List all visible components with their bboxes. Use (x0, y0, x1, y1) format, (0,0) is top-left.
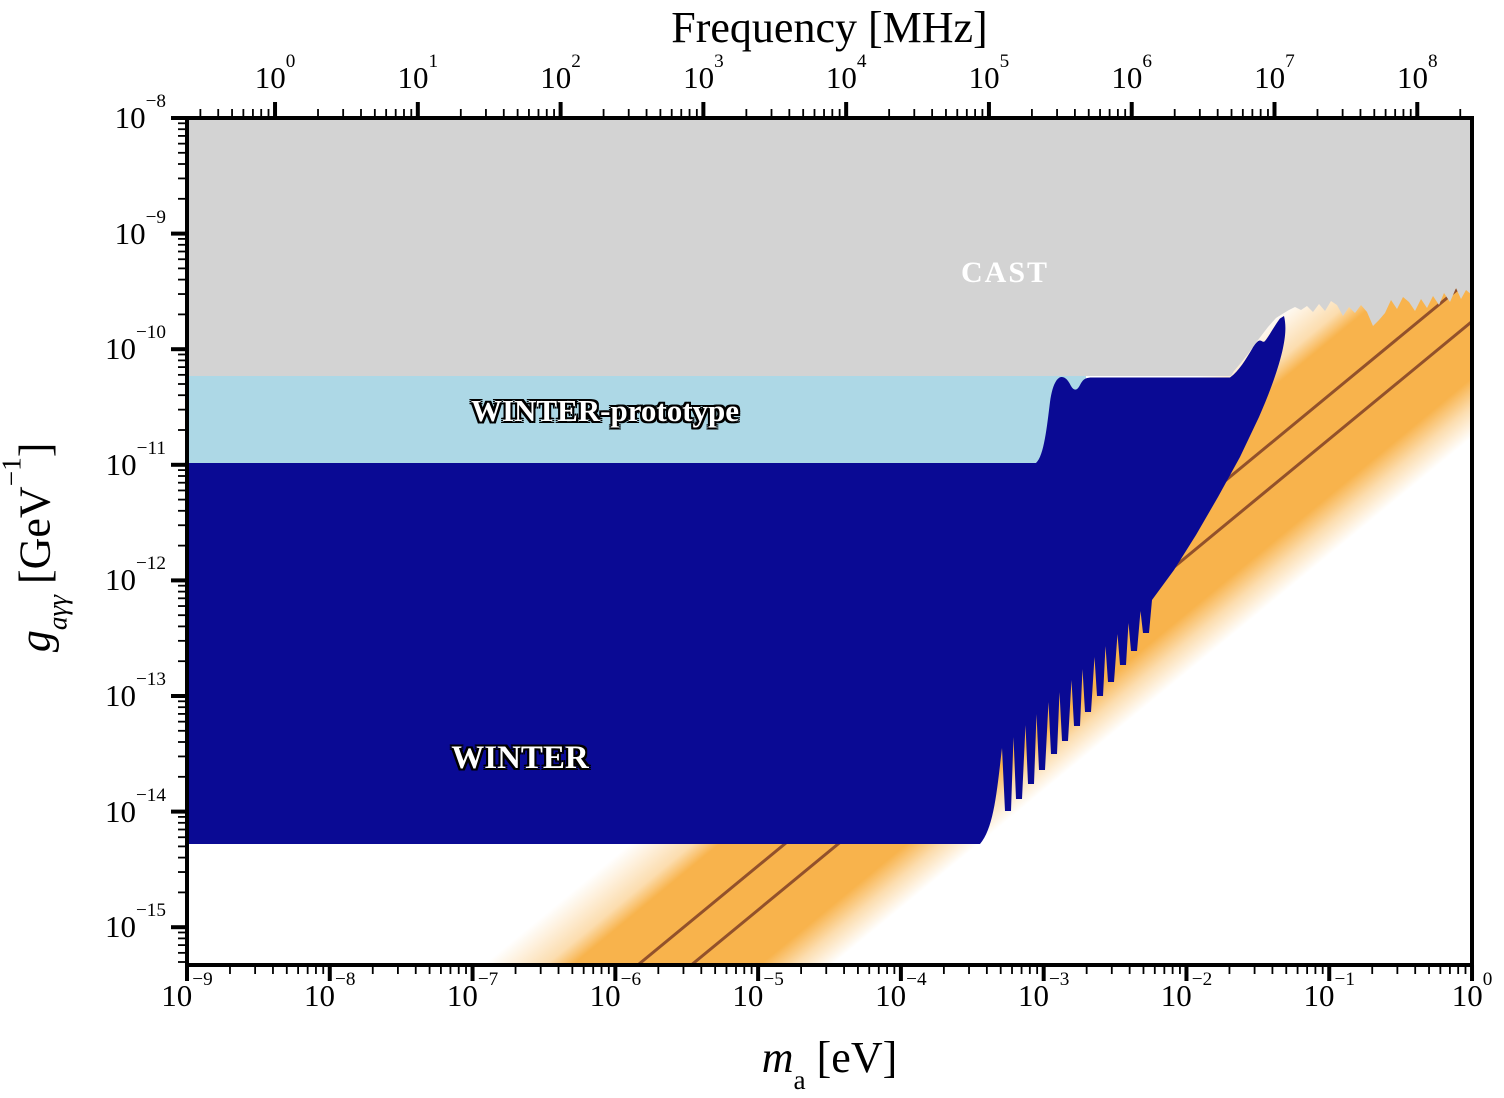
top-tick-label: 103 (683, 51, 724, 95)
x-tick-label: 10−6 (589, 969, 642, 1013)
top-tick-label: 102 (540, 51, 581, 95)
x-tick-label: 10−5 (732, 969, 784, 1013)
axis-ticks (171, 102, 1475, 981)
x-axis-symbol: m (761, 1033, 794, 1082)
x-tick-label: 10−9 (161, 969, 213, 1013)
cast-region-label: CAST (960, 256, 1050, 289)
y-tick-label: 10−14 (104, 784, 166, 829)
top-tick-label: 108 (1396, 51, 1438, 95)
x-tick-label: 100 (1451, 969, 1493, 1013)
x-tick-label: 10−3 (1017, 969, 1070, 1013)
y-tick-label: 10−10 (104, 322, 166, 367)
top-tick-label: 105 (968, 51, 1010, 95)
top-tick-label: 104 (825, 51, 867, 95)
top-tick-label: 100 (254, 51, 296, 95)
cast-region (188, 118, 1472, 376)
x-tick-label: 10−8 (304, 969, 356, 1013)
y-tick-label: 10−15 (104, 900, 166, 945)
y-tick-label: 10−11 (105, 437, 166, 482)
winter-prototype-region (188, 376, 1086, 463)
winter-prototype-region-label: WINTER-prototype (470, 393, 740, 428)
left-axis-title: gaγγ [GeV−1] (0, 442, 73, 653)
top-tick-label: 106 (1111, 51, 1153, 95)
x-tick-label: 10−2 (1160, 969, 1213, 1013)
winter-region (188, 316, 1286, 844)
y-tick-label: 10−8 (114, 91, 166, 135)
x-tick-label: 10−1 (1303, 969, 1355, 1013)
y-tick-label: 10−13 (104, 669, 166, 713)
top-axis-title: Frequency [MHz] (671, 3, 988, 52)
top-tick-label: 107 (1254, 51, 1295, 95)
bottom-axis-title: ma [eV] (761, 1033, 898, 1095)
y-tick-label: 10−9 (114, 206, 166, 251)
x-tick-label: 10−7 (446, 969, 499, 1013)
plot-frame (185, 116, 1474, 967)
y-tick-label: 10−12 (104, 553, 166, 598)
y-axis-symbol: g (10, 630, 60, 653)
top-tick-label: 101 (397, 51, 439, 95)
x-tick-label: 10−4 (875, 969, 927, 1013)
winter-region-label: WINTER (451, 740, 589, 776)
